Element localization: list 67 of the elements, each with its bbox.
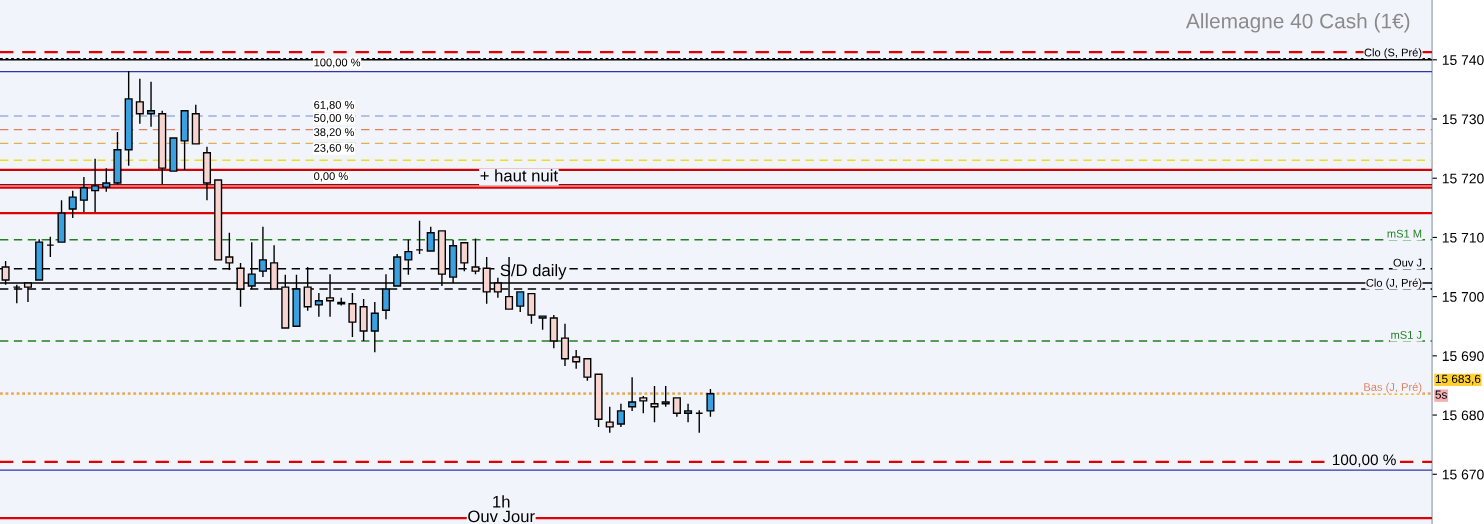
candlestick	[202, 146, 212, 201]
candlestick	[628, 376, 637, 412]
candlestick	[695, 409, 704, 434]
ref-line-label: Bas (J, Pré)	[1364, 382, 1422, 394]
annotation: 23,60 %	[314, 143, 354, 154]
candlestick	[169, 137, 178, 172]
candlestick	[370, 301, 379, 353]
y-tick-label: 15 700	[1442, 291, 1484, 302]
y-tick-label: 15 670	[1442, 469, 1484, 480]
candlestick	[135, 78, 144, 125]
candlestick	[91, 157, 100, 213]
candlestick	[527, 292, 536, 325]
candlestick	[180, 110, 189, 171]
annotation: 38,20 %	[314, 128, 354, 138]
candlestick	[650, 385, 659, 423]
candlestick	[706, 388, 715, 418]
ref-line-label: mS1 M	[1387, 229, 1422, 238]
candlestick	[46, 236, 55, 258]
candlestick	[672, 397, 681, 418]
ref-line-label: Clo (J, Pré)	[1366, 278, 1422, 289]
ref-line-label: Clo (S, Pré)	[1364, 48, 1422, 59]
candlestick	[68, 189, 77, 219]
y-tick-label: 15 690	[1442, 351, 1484, 362]
annotation: 61,80 %	[314, 100, 354, 111]
candlestick	[359, 298, 368, 342]
candlestick	[191, 104, 200, 145]
text: 15 683,6	[1435, 374, 1481, 385]
candlestick	[538, 315, 547, 331]
text: 5s	[1435, 390, 1447, 399]
candlestick	[124, 70, 133, 167]
candlestick	[594, 373, 603, 428]
candlestick	[549, 314, 558, 349]
y-tick-label: 15 710	[1442, 232, 1484, 243]
annotation: 0,00 %	[314, 172, 348, 182]
candlestick	[79, 176, 88, 213]
candlestick	[415, 220, 424, 255]
candlestick	[684, 403, 693, 423]
candlestick	[560, 323, 570, 367]
candlestick	[583, 358, 592, 382]
candlestick	[348, 292, 357, 338]
candlestick	[102, 167, 111, 193]
y-tick-label: 15 740	[1442, 55, 1484, 65]
candlestick	[605, 406, 614, 434]
candlestick	[639, 395, 648, 414]
annotation: 50,00 %	[314, 114, 354, 124]
candlestick	[314, 292, 323, 318]
annotation: 100,00 %	[1332, 454, 1396, 468]
text: Allemagne 40 Cash (1€)	[1185, 13, 1410, 33]
candlestick	[146, 81, 156, 128]
candlestick	[113, 131, 122, 186]
candlestick	[214, 179, 223, 261]
annotation: + haut nuit	[480, 169, 558, 182]
candlestick	[426, 226, 435, 252]
y-tick-label: 15 680	[1442, 410, 1484, 421]
candlestick	[158, 110, 167, 185]
candlestick	[572, 349, 581, 370]
candlestick	[616, 403, 625, 428]
annotation: 100,00 %	[314, 58, 361, 68]
annotation: 1h	[493, 495, 510, 508]
candlestick	[661, 385, 670, 408]
ref-line-label: mS1 J	[1391, 330, 1422, 339]
y-tick-label: 15 720	[1442, 173, 1484, 184]
candlestick	[57, 199, 66, 243]
y-tick-label: 15 730	[1442, 114, 1484, 125]
candlestick	[337, 297, 346, 307]
annotation: Ouv Jour	[468, 510, 535, 523]
ref-line-label: Ouv J	[1393, 258, 1422, 267]
